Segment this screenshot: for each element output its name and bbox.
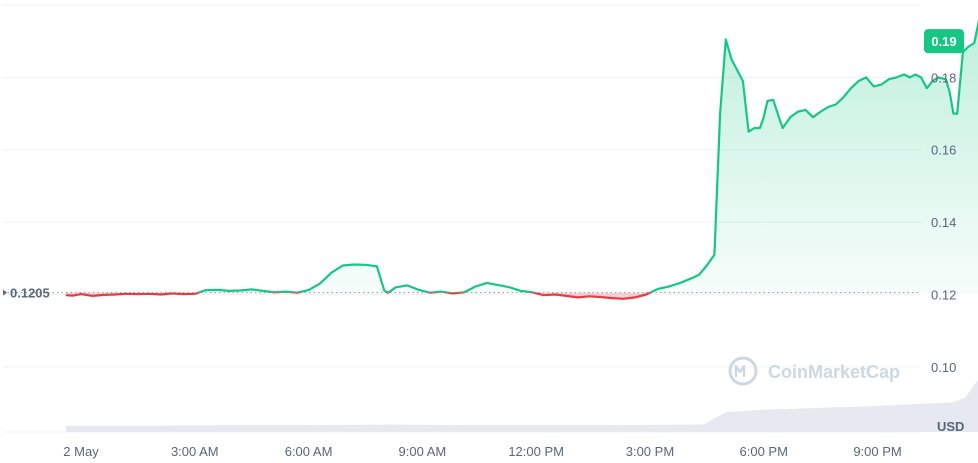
x-tick-label: 3:00 AM [171, 444, 219, 459]
y-tick-label: 0.10 [931, 360, 956, 375]
current-price-label: 0.19 [931, 34, 956, 49]
price-area-above-reference [65, 25, 978, 293]
x-tick-label: 3:00 PM [626, 444, 674, 459]
coinmarketcap-logo-icon [728, 356, 758, 386]
x-tick-label: 6:00 AM [285, 444, 333, 459]
x-tick-label: 9:00 AM [399, 444, 447, 459]
currency-label: USD [937, 419, 964, 434]
x-tick-label: 9:00 PM [853, 444, 901, 459]
x-tick-label: 12:00 PM [508, 444, 564, 459]
current-price-badge: 0.19 [924, 29, 964, 54]
reference-marker-icon [3, 289, 7, 296]
reference-value-label: 0.1205 [10, 286, 50, 301]
x-tick-label: 2 May [63, 444, 99, 459]
y-tick-label: 0.12 [931, 287, 956, 302]
y-tick-label: 0.18 [931, 70, 956, 85]
coinmarketcap-watermark: CoinMarketCap [728, 356, 900, 386]
price-line-above-reference [168, 19, 978, 293]
y-axis-ticks: 0.10 0.12 0.14 0.16 0.18 [931, 70, 956, 374]
price-line-below-reference [65, 292, 653, 300]
volume-area [65, 380, 978, 432]
y-tick-label: 0.14 [931, 215, 956, 230]
x-axis-ticks: 2 May 3:00 AM 6:00 AM 9:00 AM 12:00 PM 3:00 P… [63, 444, 901, 459]
x-tick-label: 6:00 PM [740, 444, 788, 459]
y-tick-label: 0.16 [931, 143, 956, 158]
watermark-text: CoinMarketCap [768, 362, 900, 382]
